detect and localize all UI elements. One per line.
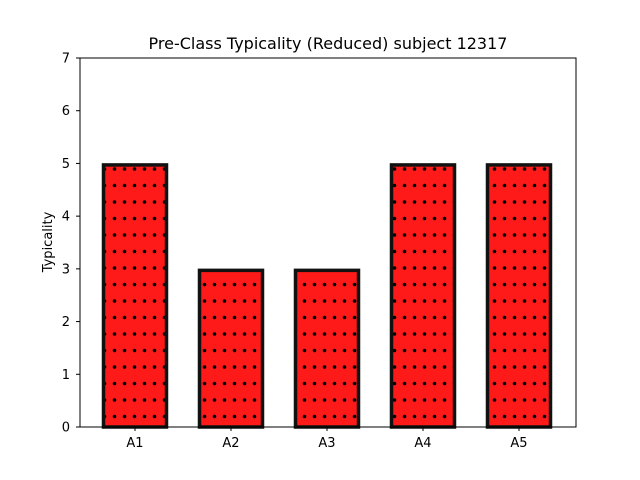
bars-group bbox=[101, 163, 553, 429]
y-tick-label: 7 bbox=[62, 52, 70, 67]
y-axis-ticks: 0 1 2 3 4 5 6 7 bbox=[62, 52, 80, 436]
x-axis-ticks: A1 A2 A3 A4 A5 bbox=[126, 427, 528, 451]
x-tick-label: A3 bbox=[318, 436, 335, 451]
bar-a5 bbox=[485, 163, 553, 429]
bar-a1 bbox=[101, 163, 169, 429]
chart-title: Pre-Class Typicality (Reduced) subject 1… bbox=[149, 34, 508, 53]
x-tick-label: A4 bbox=[414, 436, 431, 451]
plot-area-frame bbox=[79, 57, 577, 428]
y-tick-label: 0 bbox=[62, 421, 70, 436]
y-tick-label: 1 bbox=[62, 368, 70, 383]
y-tick-label: 5 bbox=[62, 157, 70, 172]
bar-a3 bbox=[293, 268, 361, 429]
x-tick-label: A1 bbox=[126, 436, 143, 451]
x-tick-label: A2 bbox=[222, 436, 239, 451]
y-tick-label: 3 bbox=[62, 262, 70, 277]
y-tick-label: 6 bbox=[62, 104, 70, 119]
y-tick-label: 4 bbox=[62, 210, 70, 225]
y-axis-label: Typicality bbox=[41, 211, 56, 273]
bar-a2 bbox=[197, 268, 265, 429]
y-tick-label: 2 bbox=[62, 315, 70, 330]
bar-a4 bbox=[389, 163, 457, 429]
x-tick-label: A5 bbox=[510, 436, 527, 451]
